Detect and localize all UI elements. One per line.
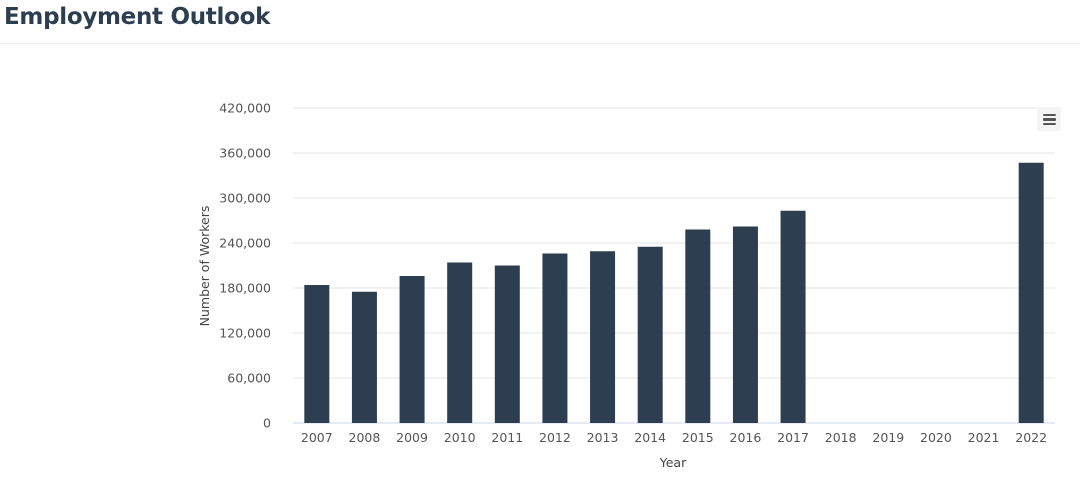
x-tick-label: 2015 [682, 430, 714, 445]
x-tick-label: 2017 [777, 430, 809, 445]
y-axis-ticks: 0 60,000 120,000 180,000 240,000 300,000 360,0… [219, 101, 271, 431]
y-tick-label: 60,000 [227, 371, 271, 386]
x-tick-label: 2020 [920, 430, 952, 445]
bar-2012[interactable] [542, 253, 568, 424]
x-tick-label: 2013 [587, 430, 619, 445]
bar-2014[interactable] [637, 246, 663, 423]
bar-2016[interactable] [732, 226, 758, 424]
y-axis-title: Number of Workers [197, 206, 212, 327]
x-tick-label: 2021 [968, 430, 1000, 445]
bar-2011[interactable] [494, 265, 520, 424]
x-tick-label: 2016 [730, 430, 762, 445]
x-tick-label: 2018 [825, 430, 857, 445]
y-tick-label: 360,000 [219, 146, 271, 161]
bar-2022[interactable] [1018, 162, 1044, 423]
bar-2015[interactable] [685, 229, 711, 424]
y-tick-label: 240,000 [219, 236, 271, 251]
x-axis-title: Year [659, 455, 687, 470]
bar-2010[interactable] [447, 262, 473, 424]
bars [304, 162, 1044, 424]
bar-2017[interactable] [780, 210, 806, 423]
x-tick-label: 2012 [539, 430, 571, 445]
bar-2008[interactable] [351, 291, 377, 423]
chart-menu-button[interactable] [1037, 107, 1061, 131]
y-tick-label: 180,000 [219, 281, 271, 296]
page-title: Employment Outlook [4, 4, 271, 30]
x-tick-label: 2010 [444, 430, 476, 445]
x-tick-label: 2009 [396, 430, 428, 445]
bar-2013[interactable] [590, 251, 616, 423]
x-tick-label: 2008 [349, 430, 381, 445]
y-tick-label: 300,000 [219, 191, 271, 206]
x-tick-label: 2011 [491, 430, 523, 445]
y-tick-label: 420,000 [219, 101, 271, 116]
bar-2009[interactable] [399, 276, 425, 423]
bar-2007[interactable] [304, 285, 330, 423]
title-divider [0, 43, 1080, 44]
x-tick-label: 2022 [1015, 430, 1047, 445]
x-tick-label: 2007 [301, 430, 333, 445]
y-tick-label: 120,000 [219, 326, 271, 341]
x-tick-label: 2019 [872, 430, 904, 445]
y-tick-label: 0 [263, 416, 271, 431]
x-tick-label: 2014 [634, 430, 666, 445]
x-axis-ticks: 2007 2008 2009 2010 2011 2012 2013 2014 2015 2016… [301, 430, 1047, 445]
